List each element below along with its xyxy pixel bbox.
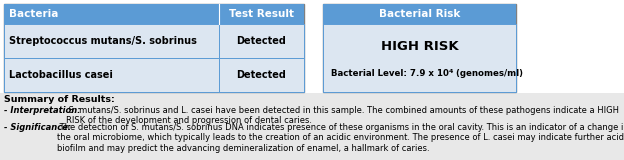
Text: (genomes/ml): (genomes/ml) [453,69,524,78]
FancyBboxPatch shape [323,24,516,92]
Text: Detected: Detected [236,70,286,80]
Text: - Significance:: - Significance: [4,123,71,132]
Text: 4: 4 [449,69,453,74]
Text: Lactobacillus casei: Lactobacillus casei [9,70,113,80]
FancyBboxPatch shape [4,4,304,24]
Text: - Interpretation:: - Interpretation: [4,106,80,115]
FancyBboxPatch shape [4,4,304,92]
FancyBboxPatch shape [4,24,219,58]
Text: Test Result: Test Result [229,9,294,19]
Text: Summary of Results:: Summary of Results: [4,95,115,104]
FancyBboxPatch shape [323,4,516,24]
Text: The detection of S. mutans/S. sobrinus DNA indicates presence of these organisms: The detection of S. mutans/S. sobrinus D… [57,123,624,153]
FancyBboxPatch shape [219,58,304,92]
FancyBboxPatch shape [4,58,219,92]
Text: Bacteria: Bacteria [9,9,59,19]
Text: S. mutans/S. sobrinus and L. casei have been detected in this sample. The combin: S. mutans/S. sobrinus and L. casei have … [66,106,619,125]
FancyBboxPatch shape [323,4,516,92]
Text: Streptococcus mutans/S. sobrinus: Streptococcus mutans/S. sobrinus [9,36,197,46]
Text: Detected: Detected [236,36,286,46]
FancyBboxPatch shape [219,24,304,58]
FancyBboxPatch shape [0,93,624,160]
Text: Bacterial Level: 7.9 x 10: Bacterial Level: 7.9 x 10 [331,69,449,78]
Text: HIGH RISK: HIGH RISK [381,40,458,53]
Text: Bacterial Risk: Bacterial Risk [379,9,460,19]
